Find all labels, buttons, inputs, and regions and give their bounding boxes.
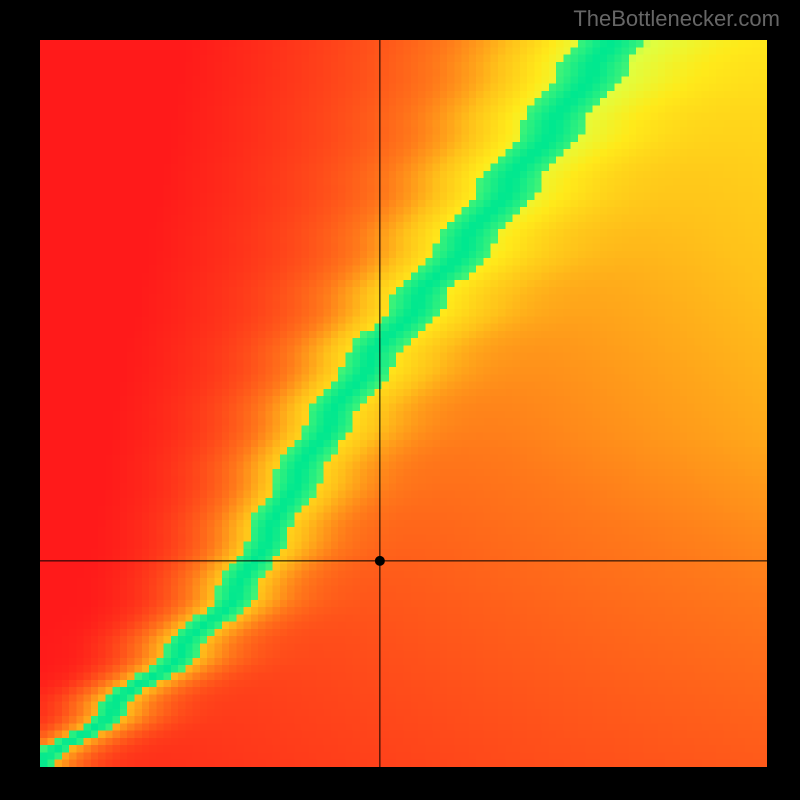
watermark-text: TheBottlenecker.com [573,6,780,32]
bottleneck-heatmap [40,40,767,767]
chart-container: TheBottlenecker.com [0,0,800,800]
